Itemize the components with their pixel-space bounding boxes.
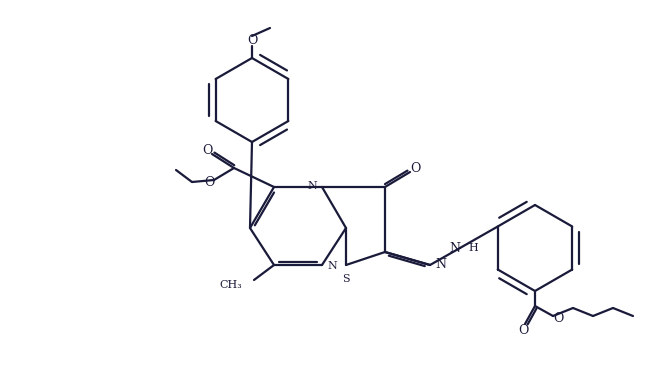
Text: N: N: [435, 258, 446, 272]
Text: N: N: [327, 261, 336, 271]
Text: N: N: [449, 242, 460, 254]
Text: N: N: [307, 181, 317, 191]
Text: O: O: [518, 324, 528, 336]
Text: H: H: [468, 243, 478, 253]
Text: S: S: [342, 274, 350, 284]
Text: O: O: [202, 145, 212, 157]
Text: O: O: [410, 163, 420, 176]
Text: O: O: [553, 311, 563, 325]
Text: O: O: [204, 176, 215, 188]
Text: O: O: [247, 34, 257, 48]
Text: CH₃: CH₃: [219, 280, 242, 290]
